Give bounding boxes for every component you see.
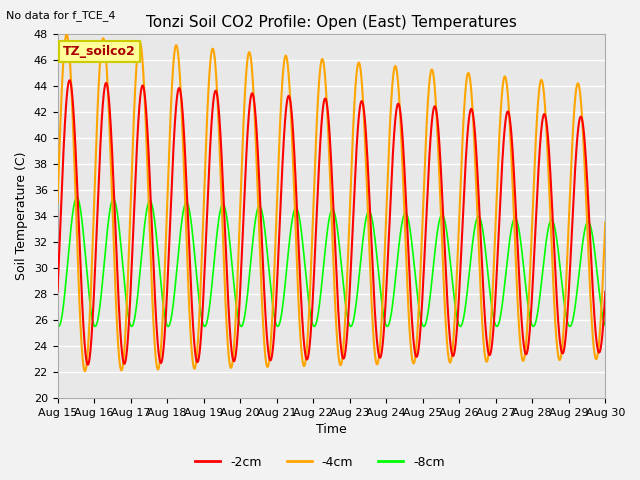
Y-axis label: Soil Temperature (C): Soil Temperature (C) [15, 152, 28, 280]
Title: Tonzi Soil CO2 Profile: Open (East) Temperatures: Tonzi Soil CO2 Profile: Open (East) Temp… [146, 15, 517, 30]
Legend: -2cm, -4cm, -8cm: -2cm, -4cm, -8cm [190, 451, 450, 474]
Text: TZ_soilco2: TZ_soilco2 [63, 45, 136, 58]
X-axis label: Time: Time [316, 423, 347, 436]
Text: No data for f_TCE_4: No data for f_TCE_4 [6, 10, 116, 21]
